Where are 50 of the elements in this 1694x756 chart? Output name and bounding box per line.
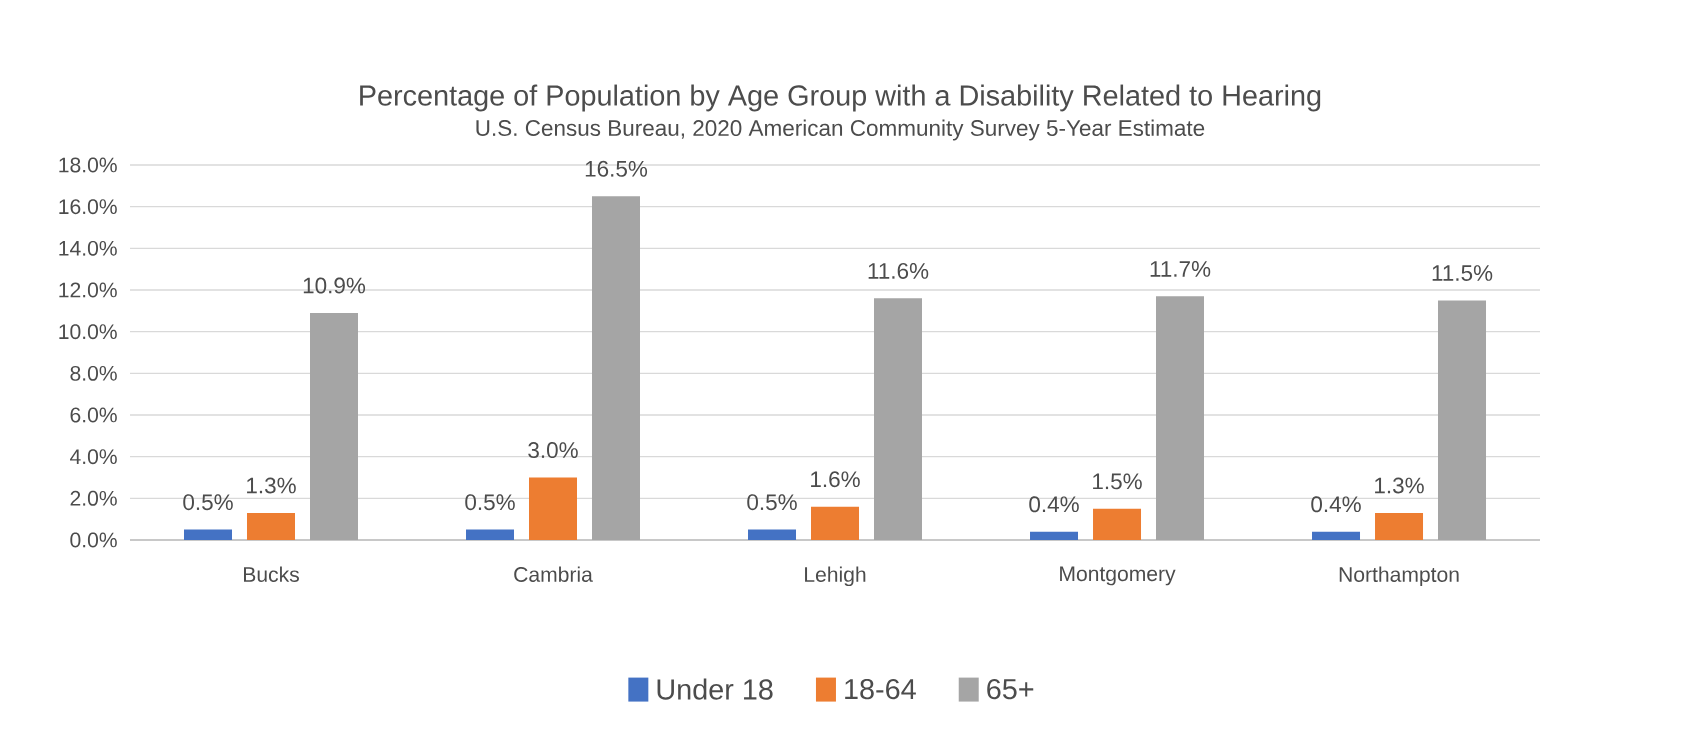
bar bbox=[310, 312, 358, 540]
bar bbox=[1375, 512, 1424, 540]
data-label: 3.0% bbox=[528, 442, 578, 459]
y-tick-label: 0.0% bbox=[70, 532, 117, 548]
data-label: 0.5% bbox=[465, 494, 515, 511]
bar bbox=[529, 477, 577, 540]
data-label: 0.5% bbox=[747, 494, 797, 511]
data-label: 10.9% bbox=[303, 277, 366, 294]
y-tick-label: 2.0% bbox=[70, 490, 117, 506]
bar bbox=[1312, 531, 1361, 540]
data-label: 11.5% bbox=[1432, 265, 1493, 281]
bar bbox=[1093, 508, 1142, 540]
x-tick-label: Lehigh bbox=[805, 566, 866, 587]
y-tick-label: 10.0% bbox=[59, 324, 117, 340]
y-tick-label: 6.0% bbox=[70, 407, 117, 423]
y-tick-label: 16.0% bbox=[59, 199, 117, 215]
data-label: 11.6% bbox=[868, 262, 929, 279]
bar bbox=[1156, 296, 1204, 540]
bar bbox=[466, 529, 515, 540]
data-label: 1.5% bbox=[1093, 473, 1142, 490]
bar bbox=[1438, 300, 1487, 540]
bar bbox=[811, 506, 860, 540]
legend-label: 18-64 bbox=[845, 678, 916, 700]
y-tick-label: 14.0% bbox=[59, 240, 117, 256]
bar bbox=[874, 298, 922, 540]
data-label: 16.5% bbox=[585, 160, 648, 177]
chart-title: Percentage of Population by Age Group with a Disability Related to Hearing bbox=[360, 84, 1321, 112]
bar bbox=[1030, 531, 1079, 540]
y-tick-label: 4.0% bbox=[70, 449, 117, 465]
y-tick-label: 18.0% bbox=[59, 157, 117, 173]
data-label: 0.4% bbox=[1311, 496, 1361, 513]
x-tick-label: Montgomery bbox=[1060, 566, 1176, 586]
data-label: 0.4% bbox=[1029, 496, 1079, 513]
data-label: 1.6% bbox=[811, 471, 860, 488]
data-label: 1.3% bbox=[247, 477, 296, 494]
chart-subtitle: U.S. Census Bureau, 2020 American Community Survey 5-Year Estimate bbox=[476, 119, 1205, 141]
data-label: 0.5% bbox=[183, 494, 233, 511]
x-tick-label: Cambria bbox=[514, 566, 593, 582]
data-label: 1.3% bbox=[1375, 477, 1424, 494]
bar bbox=[592, 196, 640, 540]
bar bbox=[184, 529, 233, 540]
bar bbox=[247, 512, 295, 540]
y-tick-label: 8.0% bbox=[70, 365, 117, 381]
bar bbox=[748, 529, 797, 540]
y-tick-label: 12.0% bbox=[59, 282, 117, 298]
legend-label: Under 18 bbox=[657, 678, 773, 700]
data-label: 11.7% bbox=[1150, 261, 1211, 277]
x-tick-label: Northampton bbox=[1339, 566, 1459, 587]
x-tick-label: Bucks bbox=[244, 566, 299, 582]
legend-label: 65+ bbox=[987, 678, 1034, 700]
